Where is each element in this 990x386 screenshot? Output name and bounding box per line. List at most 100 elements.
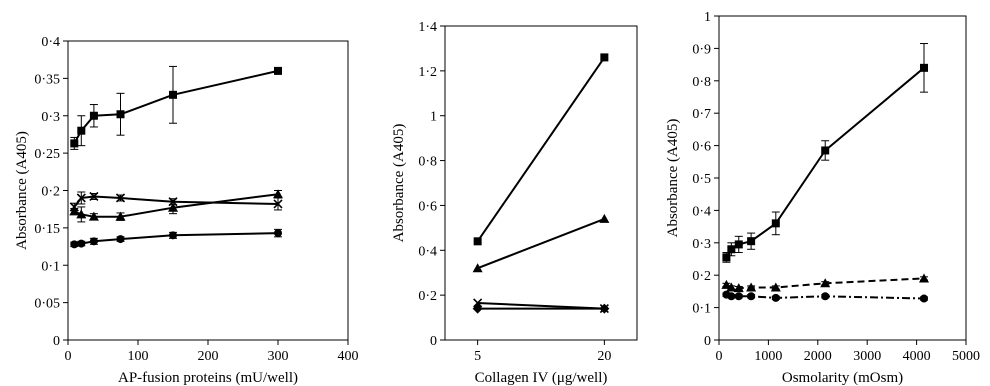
cross-stroke xyxy=(273,199,283,209)
y-tick-label: 0·8 xyxy=(418,155,437,170)
y-axis-title: Absorbance (A405) xyxy=(391,124,407,243)
data-point-triangle xyxy=(599,213,610,223)
y-tick-label: 0·35 xyxy=(34,72,60,87)
y-tick-label: 0 xyxy=(704,334,711,349)
data-point-triangle xyxy=(69,206,80,216)
data-point-triangle xyxy=(76,209,87,219)
y-tick-label: 1·4 xyxy=(418,20,437,35)
y-tick-label: 0 xyxy=(430,334,437,349)
y-tick-label: 1 xyxy=(704,10,711,25)
x-axis-title: AP-fusion proteins (mU/well) xyxy=(118,370,298,386)
data-point-triangle xyxy=(273,189,283,199)
y-tick-label: 0·8 xyxy=(692,75,711,90)
y-tick-label: 0·9 xyxy=(692,42,711,57)
series-triangle xyxy=(69,189,283,223)
data-point-circle xyxy=(734,292,743,301)
x-tick-label: 300 xyxy=(268,349,289,364)
data-point-square xyxy=(89,111,98,120)
data-point-triangle xyxy=(746,282,757,292)
x-tick-label: 5 xyxy=(474,349,481,364)
chart-panel-3: 0 0·1 0·2 0·3 0·4 0·5 0·6 0·7 0·8 0·9 1 0 1000 2000 30… xyxy=(665,10,980,386)
y-tick-label: 0·25 xyxy=(34,147,60,162)
data-point-triangle xyxy=(472,263,483,273)
y-tick-label: 1 xyxy=(430,110,437,125)
y-tick-label: 0·2 xyxy=(41,185,60,200)
plot-frame xyxy=(444,25,638,341)
y-tick-label: 0·6 xyxy=(418,199,437,214)
data-point-diamond xyxy=(472,303,483,314)
series-circle xyxy=(722,290,929,303)
data-point-square xyxy=(734,240,743,249)
y-tick-label: 0·1 xyxy=(692,302,711,317)
data-point-cross xyxy=(76,193,86,203)
y-tick-label: 0·2 xyxy=(692,269,711,284)
series-line xyxy=(476,56,606,242)
series-triangle xyxy=(472,213,610,273)
y-tick-label: 0·4 xyxy=(418,244,437,259)
data-point-triangle xyxy=(88,211,99,221)
y-tick-label: 0·7 xyxy=(692,107,711,122)
data-point-circle xyxy=(274,229,282,238)
data-point-triangle xyxy=(733,283,744,293)
data-point-square xyxy=(473,237,482,246)
data-point-circle xyxy=(169,231,177,240)
cross-stroke xyxy=(89,191,99,202)
data-point-circle xyxy=(70,240,79,249)
x-tick-label: 5000 xyxy=(952,349,980,364)
x-tick-label: 200 xyxy=(198,349,219,364)
y-tick-label: 0·4 xyxy=(692,204,711,219)
y-tick-label: 0·15 xyxy=(34,222,60,237)
series-square xyxy=(70,65,282,150)
cross-stroke xyxy=(473,298,483,308)
x-tick-label: 0 xyxy=(65,349,72,364)
y-axis-title: Absorbance (A405) xyxy=(14,131,30,250)
x-tick-label: 400 xyxy=(338,349,359,364)
y-tick-label: 0·3 xyxy=(692,237,711,252)
y-tick-label: 0·5 xyxy=(692,172,711,187)
data-point-square xyxy=(727,245,736,254)
series-diamond xyxy=(472,303,610,314)
x-tick-label: 1000 xyxy=(754,349,782,364)
y-tick-label: 0·05 xyxy=(34,297,60,312)
data-point-square xyxy=(169,90,177,99)
x-axis-title: Osmolarity (mOsm) xyxy=(782,370,903,386)
data-point-diamond xyxy=(599,303,610,314)
series-cross xyxy=(473,298,609,314)
x-axis-title: Collagen IV (μg/well) xyxy=(475,370,608,386)
data-point-cross xyxy=(473,298,483,308)
y-tick-label: 0·3 xyxy=(41,110,60,125)
data-point-cross xyxy=(115,193,126,203)
data-point-square xyxy=(920,63,929,72)
data-point-circle xyxy=(771,293,780,302)
data-point-circle xyxy=(77,239,86,248)
series-circle xyxy=(70,228,282,249)
data-point-circle xyxy=(747,292,756,301)
y-tick-label: 0·4 xyxy=(41,35,60,50)
data-point-cross xyxy=(273,199,283,209)
data-point-square xyxy=(600,53,609,62)
data-point-square xyxy=(722,253,731,262)
data-point-square xyxy=(274,66,282,75)
data-point-cross xyxy=(89,191,99,202)
data-point-circle xyxy=(727,292,736,301)
data-point-square xyxy=(771,219,780,228)
plot-frame xyxy=(718,15,967,341)
series-square xyxy=(722,43,929,263)
data-point-square xyxy=(77,126,86,135)
data-point-circle xyxy=(116,235,125,244)
x-tick-label: 0 xyxy=(716,349,723,364)
cross-stroke xyxy=(115,193,126,203)
y-tick-label: 0·1 xyxy=(41,259,60,274)
data-point-triangle xyxy=(115,211,126,221)
data-point-square xyxy=(116,110,125,119)
series-line xyxy=(725,67,925,258)
data-point-square xyxy=(747,237,756,246)
y-tick-label: 0·6 xyxy=(692,140,711,155)
data-point-triangle xyxy=(726,282,737,292)
chart-panel-2: 0 0·2 0·4 0·6 0·8 1 1·2 1·4 5 20 Collagen IV (μg/w… xyxy=(391,20,638,386)
x-tick-label: 2000 xyxy=(804,349,832,364)
data-point-triangle xyxy=(770,282,781,292)
data-point-circle xyxy=(89,237,98,246)
data-point-square xyxy=(821,146,830,155)
